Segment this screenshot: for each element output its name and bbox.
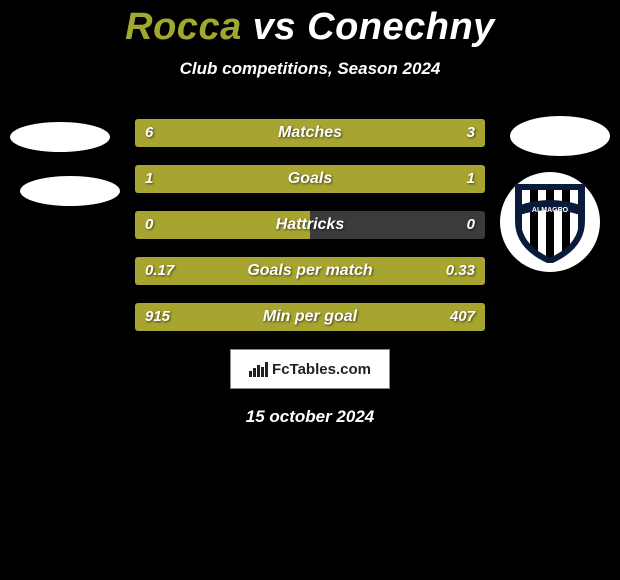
brand-box[interactable]: FcTables.com	[230, 349, 390, 389]
player1-avatar-placeholder	[10, 122, 110, 152]
stat-value-left: 915	[145, 303, 170, 331]
stat-value-left: 6	[145, 119, 153, 147]
stat-row: 6Matches3	[135, 119, 485, 147]
vs-separator: vs	[253, 6, 296, 48]
player2-name: Conechny	[307, 6, 495, 48]
stat-label: Goals	[135, 165, 485, 193]
stat-label: Hattricks	[135, 211, 485, 239]
stat-row: 1Goals1	[135, 165, 485, 193]
almagro-shield-icon: ALMAGRO	[514, 181, 586, 263]
stat-label: Min per goal	[135, 303, 485, 331]
comparison-title: Rocca vs Conechny	[0, 0, 620, 49]
stat-value-right: 3	[467, 119, 475, 147]
stat-value-left: 0	[145, 211, 153, 239]
bar-chart-icon	[249, 361, 269, 377]
stat-value-left: 0.17	[145, 257, 174, 285]
player1-name: Rocca	[125, 6, 242, 48]
player2-avatar-placeholder	[510, 116, 610, 156]
stat-label: Matches	[135, 119, 485, 147]
stat-value-right: 0.33	[446, 257, 475, 285]
date-label: 15 october 2024	[0, 407, 620, 427]
stat-row: 0.17Goals per match0.33	[135, 257, 485, 285]
subtitle: Club competitions, Season 2024	[0, 59, 620, 79]
stat-value-right: 407	[450, 303, 475, 331]
stat-label: Goals per match	[135, 257, 485, 285]
stat-value-left: 1	[145, 165, 153, 193]
stat-value-right: 0	[467, 211, 475, 239]
badge-label: ALMAGRO	[532, 207, 569, 214]
stat-row: 0Hattricks0	[135, 211, 485, 239]
player2-team-badge: ALMAGRO	[500, 172, 600, 272]
stat-bars: 6Matches3 1Goals1 0Hattricks0 0.17Goals per…	[135, 119, 485, 331]
stat-row: 915Min per goal407	[135, 303, 485, 331]
player1-team-placeholder	[20, 176, 120, 206]
brand-text: FcTables.com	[272, 361, 371, 378]
stat-value-right: 1	[467, 165, 475, 193]
